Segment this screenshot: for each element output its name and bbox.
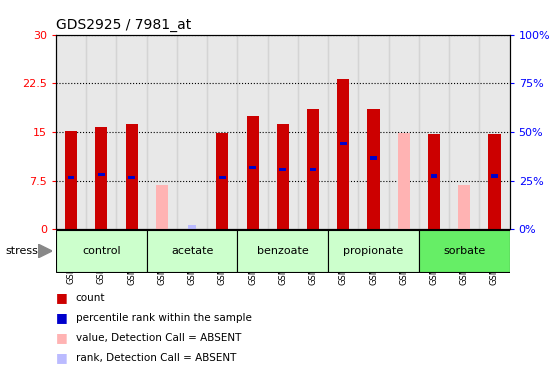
Text: value, Detection Call = ABSENT: value, Detection Call = ABSENT [76,333,241,343]
Bar [156,185,168,229]
Bar [125,124,138,229]
Bar [56,230,147,272]
Text: ■: ■ [56,291,68,304]
Bar [277,124,289,229]
Bar [479,35,510,229]
Bar [389,35,419,229]
Bar [246,116,259,229]
Bar [458,185,470,229]
Text: propionate: propionate [343,246,404,256]
Bar [419,35,449,229]
Bar [237,230,328,272]
Bar [249,166,256,169]
Bar [328,230,419,272]
Bar [310,168,316,171]
Bar [98,172,105,176]
Bar [328,35,358,229]
Bar [431,174,437,178]
Bar [279,168,286,171]
Text: ■: ■ [56,331,68,344]
Bar [56,35,86,229]
Bar [337,79,349,229]
Text: benzoate: benzoate [257,246,309,256]
Bar [491,174,498,178]
Bar [419,230,510,272]
Bar [188,225,197,229]
Bar [65,131,77,229]
Text: GDS2925 / 7981_at: GDS2925 / 7981_at [56,18,192,32]
Text: acetate: acetate [171,246,213,256]
Text: count: count [76,293,105,303]
Bar [237,35,268,229]
Polygon shape [38,244,52,258]
Bar [128,176,135,179]
Bar [428,134,440,229]
Bar [86,35,116,229]
Text: ■: ■ [56,311,68,324]
Text: stress: stress [6,246,39,256]
Bar [216,133,228,229]
Bar [147,35,177,229]
Bar [207,35,237,229]
Bar [268,35,298,229]
Bar [68,176,74,179]
Bar [219,176,226,179]
Bar [370,156,377,160]
Text: rank, Detection Call = ABSENT: rank, Detection Call = ABSENT [76,353,236,362]
Bar [298,35,328,229]
Bar [177,35,207,229]
Text: percentile rank within the sample: percentile rank within the sample [76,313,251,323]
Bar [367,109,380,229]
Bar [116,35,147,229]
Text: sorbate: sorbate [443,246,486,256]
Text: ■: ■ [56,351,68,364]
Bar [488,134,501,229]
Bar [358,35,389,229]
Bar [95,127,108,229]
Bar [398,133,410,229]
Bar [449,35,479,229]
Bar [340,142,347,145]
Text: control: control [82,246,120,256]
Bar [307,109,319,229]
Bar [147,230,237,272]
